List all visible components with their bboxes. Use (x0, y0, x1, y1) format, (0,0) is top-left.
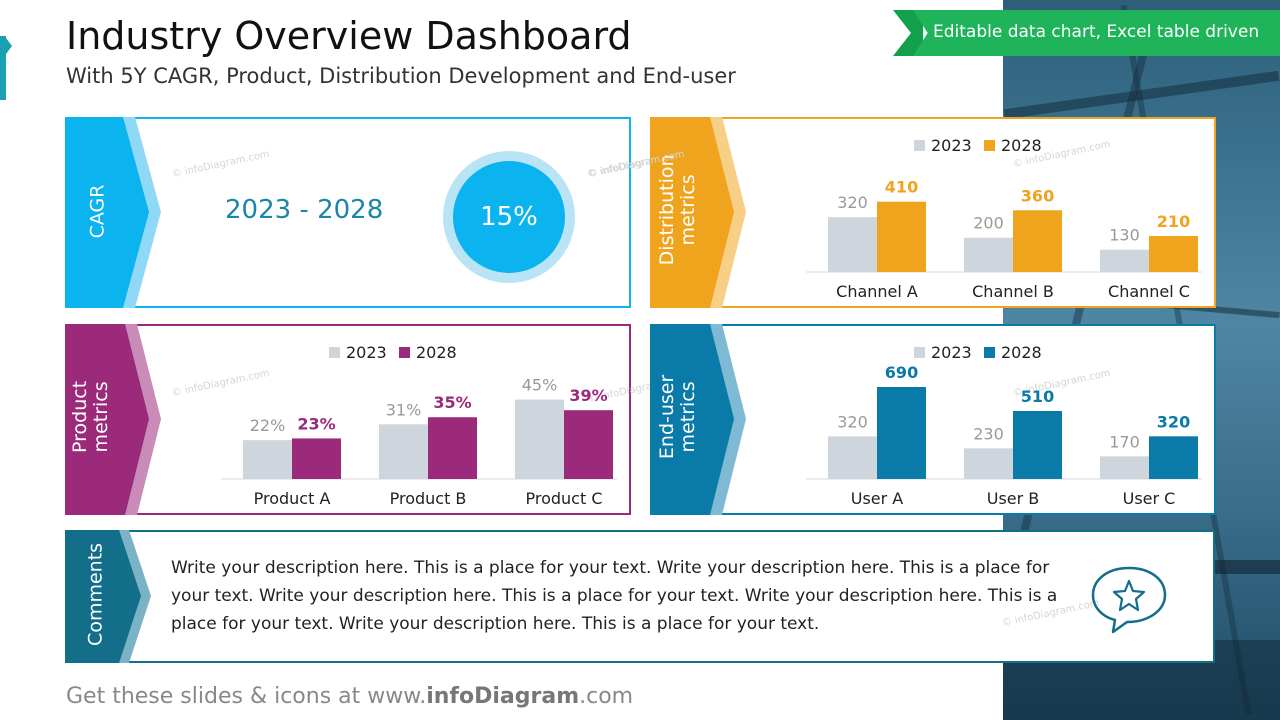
cagr-period: 2023 - 2028 (225, 195, 384, 225)
ribbon-text: Editable data chart, Excel table driven (933, 22, 1260, 42)
cagr-value: 15% (453, 161, 565, 273)
category-label: Product A (254, 489, 331, 508)
distribution-tab-label-2: metrics (677, 174, 699, 246)
data-label: 320 (837, 193, 868, 212)
category-label: User A (851, 489, 904, 508)
data-label: 320 (837, 412, 868, 431)
bar-user-a-2028 (877, 387, 926, 479)
category-label: Channel C (1108, 282, 1190, 301)
category-label: User C (1123, 489, 1176, 508)
product-bar-chart: 2023 2028 22% 23% Product A 31% 35% Product B 45… (221, 343, 617, 508)
bar-user-c-2028 (1149, 436, 1198, 479)
bar-channel-c-2023 (1100, 249, 1149, 272)
data-label: 22% (250, 416, 286, 435)
title-accent-marker (0, 36, 12, 100)
distribution-panel: Distribution metrics © infoDiagram.com ©… (586, 117, 1216, 308)
legend-swatch-2023 (914, 347, 925, 358)
bar-user-a-2023 (828, 436, 877, 479)
data-label: 130 (1109, 226, 1140, 245)
distribution-bar-chart: 2023 2028 320 410 Channel A 200 360 Channel B 13… (806, 136, 1202, 301)
cagr-panel: CAGR © infoDiagram.com © infoDiagram.com… (65, 117, 686, 308)
bar-user-b-2028 (1013, 411, 1062, 479)
enduser-tab-label-1: End-user (656, 374, 679, 460)
category-label: User B (987, 489, 1040, 508)
category-label: Channel B (972, 282, 1054, 301)
star-speech-bubble-icon (1091, 566, 1167, 634)
cagr-tab-label: CAGR (86, 184, 109, 239)
data-label: 170 (1109, 432, 1140, 451)
bar-product-c-2023 (515, 399, 564, 479)
watermark: © infoDiagram.com (170, 148, 271, 181)
product-tab-label-2: metrics (90, 381, 112, 453)
product-panel: Product metrics © infoDiagram.com © info… (65, 324, 686, 515)
distribution-tab: Distribution metrics (650, 117, 746, 308)
comments-text[interactable]: Write your description here. This is a p… (171, 558, 1058, 634)
cagr-tab: CAGR (65, 117, 161, 308)
footer-prefix: Get these slides & icons at www. (66, 684, 427, 709)
product-tab-label: Product metrics (69, 367, 112, 467)
footer-credit: Get these slides & icons at www.infoDiag… (66, 684, 633, 709)
legend-swatch-2028 (984, 347, 995, 358)
comments-panel: Comments Write your description here. Th… (65, 530, 1215, 663)
legend-label-2023: 2023 (931, 343, 972, 362)
chart-legend: 2023 2028 (914, 343, 1042, 362)
footer-brand: infoDiagram (426, 684, 580, 709)
category-label: Product C (525, 489, 602, 508)
comments-tab-label: Comments (84, 542, 107, 646)
bar-channel-a-2028 (877, 201, 926, 272)
enduser-bar-chart: 2023 2028 320 690 User A 230 510 User B 170 320 Us… (806, 343, 1202, 508)
product-tab: Product metrics (65, 324, 161, 515)
distribution-tab-label-1: Distribution (656, 154, 679, 266)
category-label: Channel A (836, 282, 918, 301)
comments-tab: Comments (65, 530, 155, 663)
bar-product-b-2028 (428, 417, 477, 479)
data-label: 230 (973, 424, 1004, 443)
data-label: 690 (885, 363, 918, 382)
legend-label-2023: 2023 (346, 343, 387, 362)
page-subtitle: With 5Y CAGR, Product, Distribution Deve… (66, 64, 736, 88)
category-label: Product B (390, 489, 467, 508)
enduser-panel: End-user metrics © infoDiagram.com 2023 2… (650, 324, 1216, 515)
enduser-tab: End-user metrics (650, 324, 746, 515)
bar-user-c-2023 (1100, 456, 1149, 479)
legend-label-2028: 2028 (416, 343, 457, 362)
bar-channel-b-2028 (1013, 210, 1062, 272)
bar-channel-a-2023 (828, 217, 877, 272)
enduser-tab-label-2: metrics (677, 381, 699, 453)
footer-suffix: .com (579, 684, 634, 709)
legend-label-2028: 2028 (1001, 343, 1042, 362)
legend-swatch-2023 (329, 347, 340, 358)
chart-legend: 2023 2028 (329, 343, 457, 362)
data-label: 200 (973, 214, 1004, 233)
enduser-tab-label: End-user metrics (656, 363, 699, 471)
editable-ribbon: Editable data chart, Excel table driven (893, 10, 1280, 56)
data-label: 410 (885, 178, 918, 197)
bar-product-a-2028 (292, 438, 341, 479)
legend-label-2023: 2023 (931, 136, 972, 155)
data-label: 45% (522, 376, 558, 395)
legend-swatch-2028 (984, 140, 995, 151)
data-label: 23% (297, 414, 335, 433)
bar-product-c-2028 (564, 410, 613, 479)
chart-legend: 2023 2028 (914, 136, 1042, 155)
data-label: 510 (1021, 387, 1054, 406)
bar-product-b-2023 (379, 424, 428, 479)
bar-channel-b-2023 (964, 237, 1013, 272)
legend-swatch-2028 (399, 347, 410, 358)
data-label: 35% (433, 393, 471, 412)
product-tab-label-1: Product (69, 380, 92, 453)
bar-channel-c-2028 (1149, 236, 1198, 272)
legend-swatch-2023 (914, 140, 925, 151)
data-label: 360 (1021, 186, 1054, 205)
bar-product-a-2023 (243, 440, 292, 479)
data-label: 210 (1157, 212, 1190, 231)
data-label: 39% (569, 386, 607, 405)
data-label: 320 (1157, 412, 1190, 431)
legend-label-2028: 2028 (1001, 136, 1042, 155)
page-title: Industry Overview Dashboard (66, 14, 632, 58)
bar-user-b-2023 (964, 448, 1013, 479)
distribution-tab-label: Distribution metrics (656, 150, 699, 270)
data-label: 31% (386, 400, 422, 419)
